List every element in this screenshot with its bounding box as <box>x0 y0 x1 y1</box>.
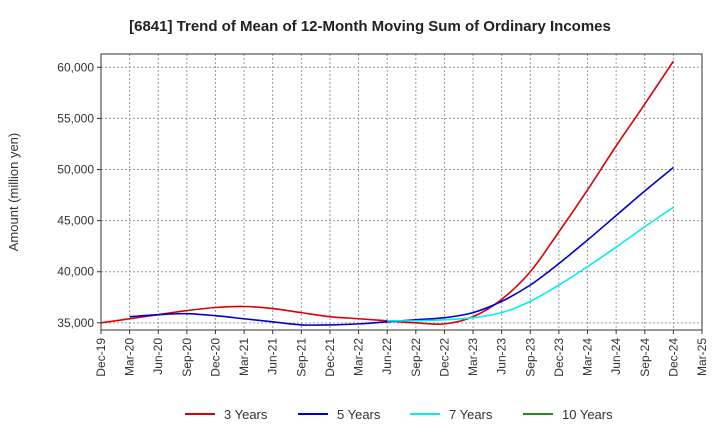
legend-label-7-years: 7 Years <box>449 407 493 422</box>
series-line-7-years <box>387 206 674 322</box>
x-tick-label: Dec-21 <box>323 338 337 377</box>
x-tick-label: Dec-23 <box>552 338 566 377</box>
x-tick-label: Dec-22 <box>437 338 451 377</box>
y-tick-label: 50,000 <box>57 163 94 177</box>
y-tick-label: 35,000 <box>57 316 94 330</box>
y-tick-label: 60,000 <box>57 60 94 74</box>
x-tick-label: Sep-21 <box>294 338 308 377</box>
series-line-5-years <box>129 166 674 326</box>
legend-label-10-years: 10 Years <box>562 407 613 422</box>
x-tick-label: Mar-20 <box>123 338 137 376</box>
x-axis: Dec-19 Mar-20 Jun-20 Sep-20 Dec-20 Mar-21 Jun-… <box>94 330 709 377</box>
x-tick-label: Jun-21 <box>266 338 280 375</box>
chart-title: [6841] Trend of Mean of 12-Month Moving … <box>129 18 611 35</box>
legend: 3 Years 5 Years 7 Years 10 Years <box>185 407 613 422</box>
grid <box>101 54 702 330</box>
x-tick-label: Jun-24 <box>609 338 623 375</box>
legend-label-3-years: 3 Years <box>224 407 268 422</box>
x-tick-label: Jun-20 <box>151 338 165 375</box>
y-tick-label: 40,000 <box>57 265 94 279</box>
x-tick-label: Dec-19 <box>94 338 108 377</box>
plot-area <box>100 53 703 331</box>
x-tick-label: Sep-23 <box>523 338 537 377</box>
x-tick-label: Mar-25 <box>695 338 709 376</box>
legend-label-5-years: 5 Years <box>337 407 381 422</box>
x-tick-label: Mar-22 <box>352 338 366 376</box>
series-line-3-years <box>100 60 675 326</box>
x-tick-label: Sep-24 <box>638 338 652 377</box>
x-tick-label: Jun-22 <box>380 338 394 375</box>
y-axis: 35,000 40,000 45,000 50,000 55,000 60,000 <box>57 60 101 330</box>
x-tick-label: Sep-22 <box>409 338 423 377</box>
x-tick-label: Dec-24 <box>666 338 680 377</box>
x-tick-label: Mar-21 <box>237 338 251 376</box>
series-lines <box>100 60 675 326</box>
x-tick-label: Mar-23 <box>466 338 480 376</box>
x-tick-label: Mar-24 <box>581 338 595 376</box>
x-tick-label: Dec-20 <box>208 338 222 377</box>
x-tick-label: Sep-20 <box>180 338 194 377</box>
x-tick-label: Jun-23 <box>495 338 509 375</box>
y-tick-label: 55,000 <box>57 111 94 125</box>
y-axis-label: Amount (million yen) <box>6 133 21 252</box>
y-tick-label: 45,000 <box>57 214 94 228</box>
